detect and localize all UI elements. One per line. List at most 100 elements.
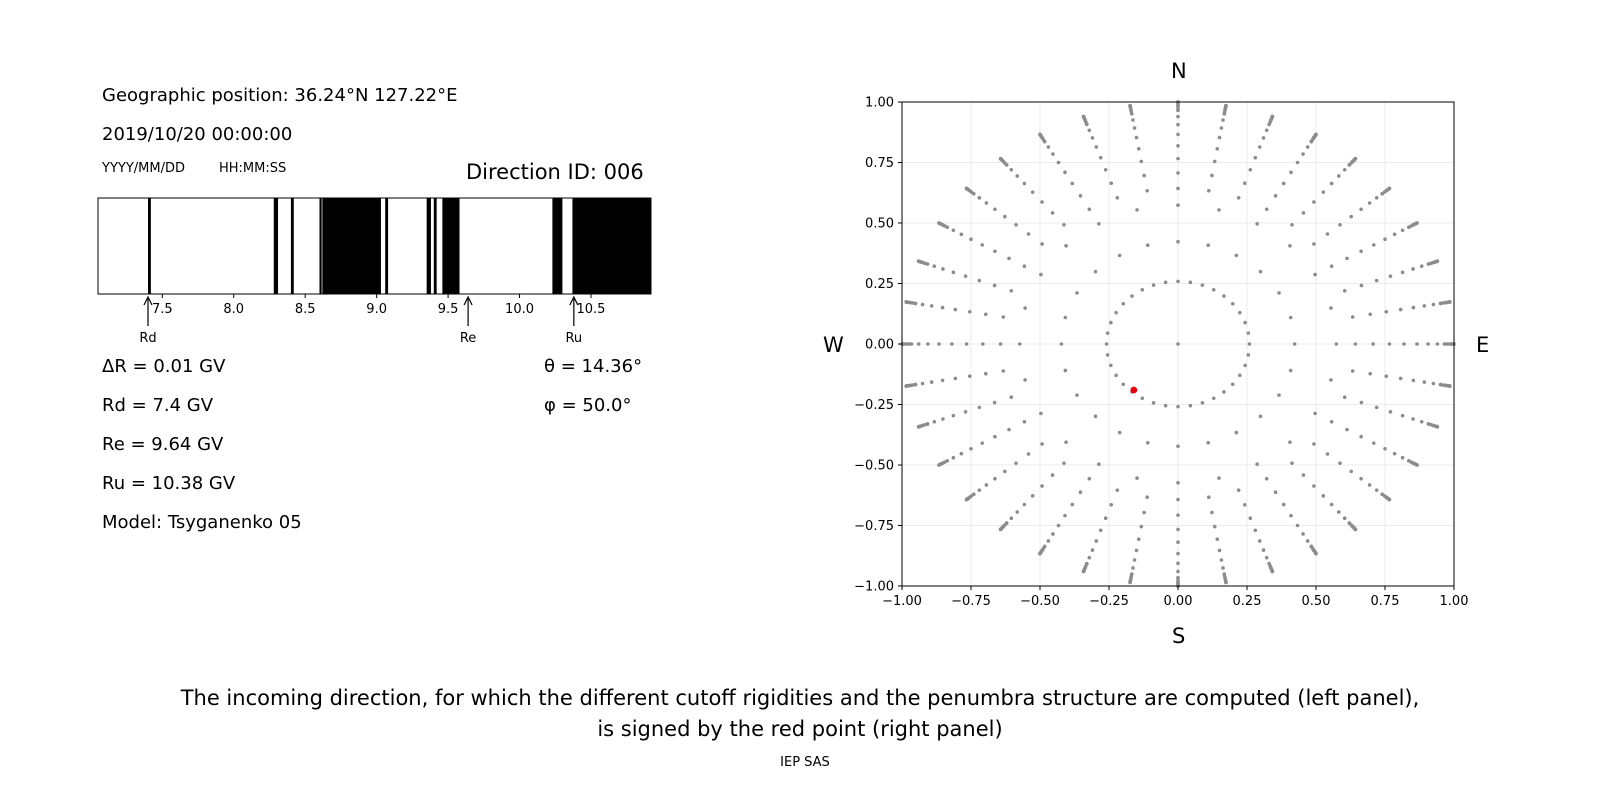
direction-grid-point — [1312, 442, 1316, 446]
compass-west: W — [823, 333, 844, 357]
direction-grid-point — [980, 243, 985, 247]
map-x-tick-label: 0.25 — [1233, 594, 1262, 609]
direction-grid-point — [1105, 353, 1110, 357]
direction-grid-point — [1206, 440, 1210, 445]
direction-grid-point — [1247, 342, 1252, 346]
direction-grid-point — [1374, 278, 1379, 283]
direction-grid-point — [1046, 539, 1051, 543]
penumbra-forbidden-band — [552, 198, 563, 294]
direction-grid-point — [1176, 156, 1180, 161]
penumbra-x-tick-label: 7.5 — [152, 302, 173, 317]
direction-grid-point — [1098, 528, 1103, 533]
direction-grid-point — [1176, 497, 1180, 502]
direction-grid-point — [1435, 424, 1440, 429]
penumbra-forbidden-band — [273, 198, 279, 294]
time-format-label: HH:MM:SS — [219, 161, 287, 176]
direction-grid-point — [1301, 532, 1305, 536]
direction-grid-point — [1224, 580, 1228, 585]
delta-r-value: ΔR = 0.01 GV — [102, 356, 226, 377]
direction-grid-point — [964, 497, 969, 502]
direction-grid-point — [1242, 503, 1247, 507]
direction-grid-point — [1350, 315, 1355, 319]
direction-grid-point — [1188, 280, 1193, 285]
direction-grid-point — [1367, 201, 1372, 205]
direction-grid-point — [1070, 181, 1075, 186]
direction-grid-point — [1009, 516, 1014, 521]
direction-grid-point — [1248, 167, 1253, 172]
direction-grid-point — [1059, 342, 1064, 346]
direction-grid-point — [1374, 488, 1379, 492]
direction-grid-point — [1063, 368, 1068, 373]
direction-grid-point — [977, 196, 982, 200]
direction-grid-point — [904, 384, 908, 388]
direction-grid-point — [951, 455, 956, 460]
direction-grid-point — [1176, 513, 1180, 517]
direction-grid-point — [1105, 331, 1110, 335]
direction-grid-point — [1078, 490, 1083, 494]
direction-grid-point — [1277, 393, 1281, 397]
direction-grid-point — [1151, 283, 1156, 287]
direction-grid-point — [1415, 342, 1419, 346]
direction-grid-point — [1264, 207, 1269, 212]
direction-grid-point — [1022, 502, 1027, 507]
direction-grid-point — [1115, 196, 1120, 200]
direction-grid-point — [1023, 378, 1027, 382]
direction-grid-point — [1384, 310, 1389, 314]
direction-grid-point — [1176, 444, 1180, 449]
map-x-tick-label: −0.25 — [1089, 594, 1129, 609]
direction-grid-point — [1448, 384, 1452, 388]
direction-grid-point — [1062, 461, 1066, 465]
direction-grid-point — [1026, 232, 1031, 236]
direction-grid-point — [1009, 288, 1014, 293]
direction-grid-point — [1359, 434, 1363, 439]
direction-grid-point — [1087, 128, 1092, 133]
direction-grid-point — [1050, 211, 1055, 215]
direction-grid-point — [1221, 118, 1225, 122]
direction-grid-point — [1075, 291, 1079, 295]
direction-grid-point — [1104, 342, 1109, 346]
direction-grid-point — [1051, 532, 1055, 536]
direction-grid-point — [998, 156, 1003, 161]
direction-grid-point — [998, 342, 1003, 346]
map-x-tick-label: 0.00 — [1164, 594, 1193, 609]
direction-grid-point — [1030, 190, 1035, 194]
direction-grid-point — [1415, 221, 1419, 225]
direction-grid-point — [940, 305, 945, 310]
direction-grid-point — [1435, 259, 1440, 264]
marker-arrowhead-re — [463, 295, 473, 306]
direction-grid-point — [1114, 310, 1118, 315]
direction-grid-point — [1115, 488, 1120, 492]
direction-grid-point — [1388, 410, 1393, 414]
direction-grid-point — [1438, 301, 1443, 306]
direction-grid-point — [977, 278, 982, 283]
map-x-tick-label: −0.50 — [1020, 594, 1060, 609]
direction-grid-point — [1015, 174, 1020, 178]
direction-grid-point — [1145, 495, 1149, 499]
direction-grid-point — [1321, 190, 1326, 194]
direction-grid-point — [1030, 494, 1035, 498]
direction-grid-point — [1234, 430, 1239, 435]
direction-grid-point — [1359, 283, 1364, 288]
direction-grid-point — [1163, 280, 1168, 285]
direction-grid-point — [1264, 128, 1269, 133]
penumbra-x-tick-label: 9.0 — [366, 302, 387, 317]
direction-grid-point — [1103, 516, 1108, 521]
direction-grid-point — [969, 237, 973, 242]
footer-label: IEP SAS — [780, 755, 830, 770]
direction-grid-point — [1270, 114, 1275, 119]
direction-grid-point — [1136, 537, 1141, 542]
direction-grid-point — [1087, 207, 1092, 212]
direction-grid-point — [1258, 414, 1263, 419]
direction-grid-point — [1001, 369, 1006, 373]
direction-grid-point — [916, 342, 921, 346]
direction-grid-point — [1411, 267, 1415, 271]
direction-grid-point — [1132, 558, 1137, 562]
direction-grid-point — [1026, 452, 1031, 456]
direction-grid-point — [1224, 103, 1228, 108]
direction-grid-point — [1325, 452, 1330, 456]
direction-grid-point — [1176, 527, 1180, 532]
direction-grid-point — [1142, 173, 1146, 178]
direction-grid-point — [1135, 208, 1139, 212]
map-x-tick-label: 0.50 — [1302, 594, 1331, 609]
direction-grid-point — [932, 264, 937, 269]
